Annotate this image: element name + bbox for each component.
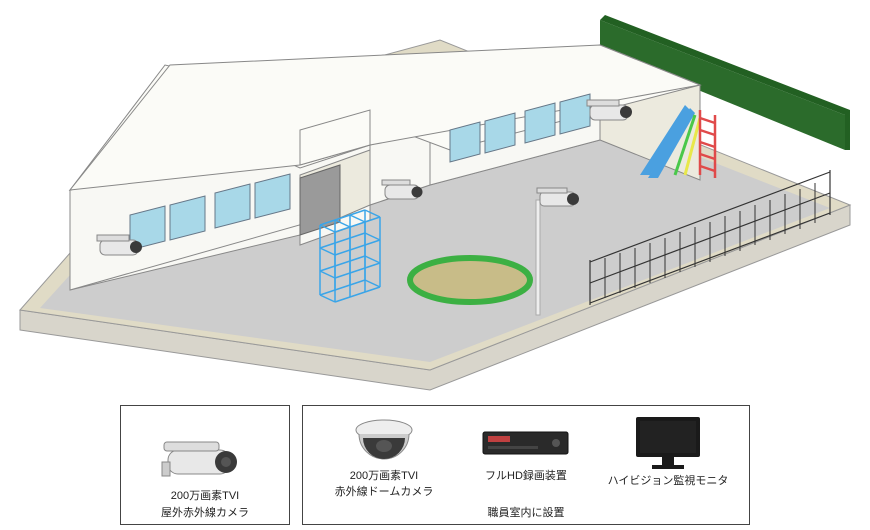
recorder-label: フルHD録画装置 [485, 469, 567, 483]
bullet-camera-label-2: 屋外赤外線カメラ [161, 506, 249, 520]
dome-camera-icon [349, 412, 419, 467]
bullet-camera-label-1: 200万画素TVI [171, 489, 239, 503]
legend-recorder: フルHD録画装置 [456, 412, 597, 483]
legend-bullet-camera: 200万画素TVI 屋外赤外線カメラ [120, 405, 290, 525]
legend: 200万画素TVI 屋外赤外線カメラ 200万画素TVI 赤外線ドームカメラ フ… [120, 405, 750, 525]
legend-monitor: ハイビジョン監視モニタ [598, 412, 739, 488]
legend-sublabel: 職員室内に設置 [303, 504, 749, 520]
monitor-label: ハイビジョン監視モニタ [608, 474, 729, 488]
dome-camera-label-1: 200万画素TVI [350, 469, 418, 483]
sandpit [410, 258, 530, 302]
monitor-icon [628, 412, 708, 472]
scene-diagram [0, 0, 870, 400]
recorder-icon [478, 412, 573, 467]
legend-staff-room: 200万画素TVI 赤外線ドームカメラ フルHD録画装置 ハイビジョン監視モニタ… [302, 405, 750, 525]
dome-camera-label-2: 赤外線ドームカメラ [335, 485, 434, 499]
legend-dome-camera: 200万画素TVI 赤外線ドームカメラ [314, 412, 455, 500]
bullet-camera-icon [160, 432, 250, 487]
